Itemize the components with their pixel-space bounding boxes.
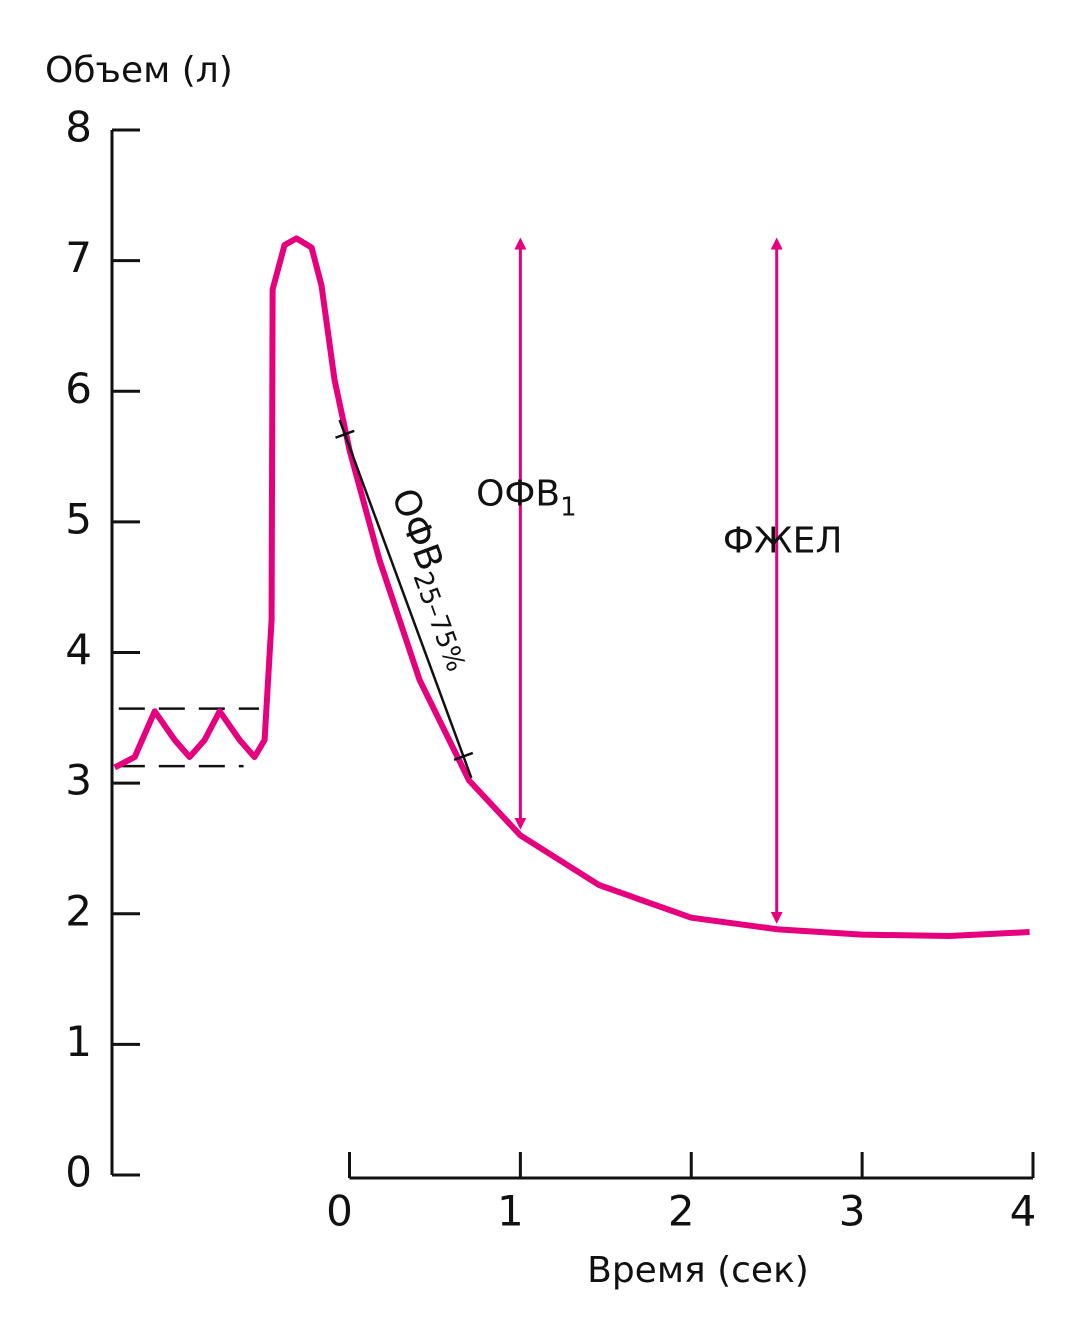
x-tick-label: 0 <box>326 1187 353 1236</box>
arrow-label-main: ФЖЕЛ <box>723 521 843 562</box>
line <box>113 235 1030 939</box>
y-tick-label: 5 <box>65 494 92 543</box>
y-tick-label: 4 <box>65 625 92 674</box>
arrow-label-sub: 1 <box>560 492 577 522</box>
y-axis-label: Объем (л) <box>45 50 233 91</box>
y-tick-label: 2 <box>65 886 92 935</box>
x-tick-label: 2 <box>668 1187 695 1236</box>
slope-label: ОФВ25–75% <box>378 483 487 675</box>
slope-tick <box>453 751 474 762</box>
x-tick-label: 3 <box>839 1187 866 1236</box>
y-tick-label: 7 <box>65 233 92 282</box>
y-tick-label: 6 <box>65 364 92 413</box>
y-tick-label: 1 <box>65 1017 92 1066</box>
slope-label-main: ОФВ <box>383 483 451 576</box>
arrow-label: ОФВ1 <box>476 474 577 522</box>
y-tick-label: 0 <box>65 1148 92 1197</box>
y-tick-label: 3 <box>65 756 92 805</box>
y-tick-label: 8 <box>65 103 92 152</box>
slope-line <box>338 419 473 779</box>
arrow-label-main: ОФВ <box>476 474 560 515</box>
arrow-label: ФЖЕЛ <box>723 521 843 562</box>
x-axis-label: Время (сек) <box>587 1250 809 1291</box>
x-tick-label: 4 <box>1010 1187 1037 1236</box>
slope-label-sub: 25–75% <box>407 568 471 676</box>
x-tick-label: 1 <box>497 1187 524 1236</box>
slope-tick <box>335 429 355 439</box>
